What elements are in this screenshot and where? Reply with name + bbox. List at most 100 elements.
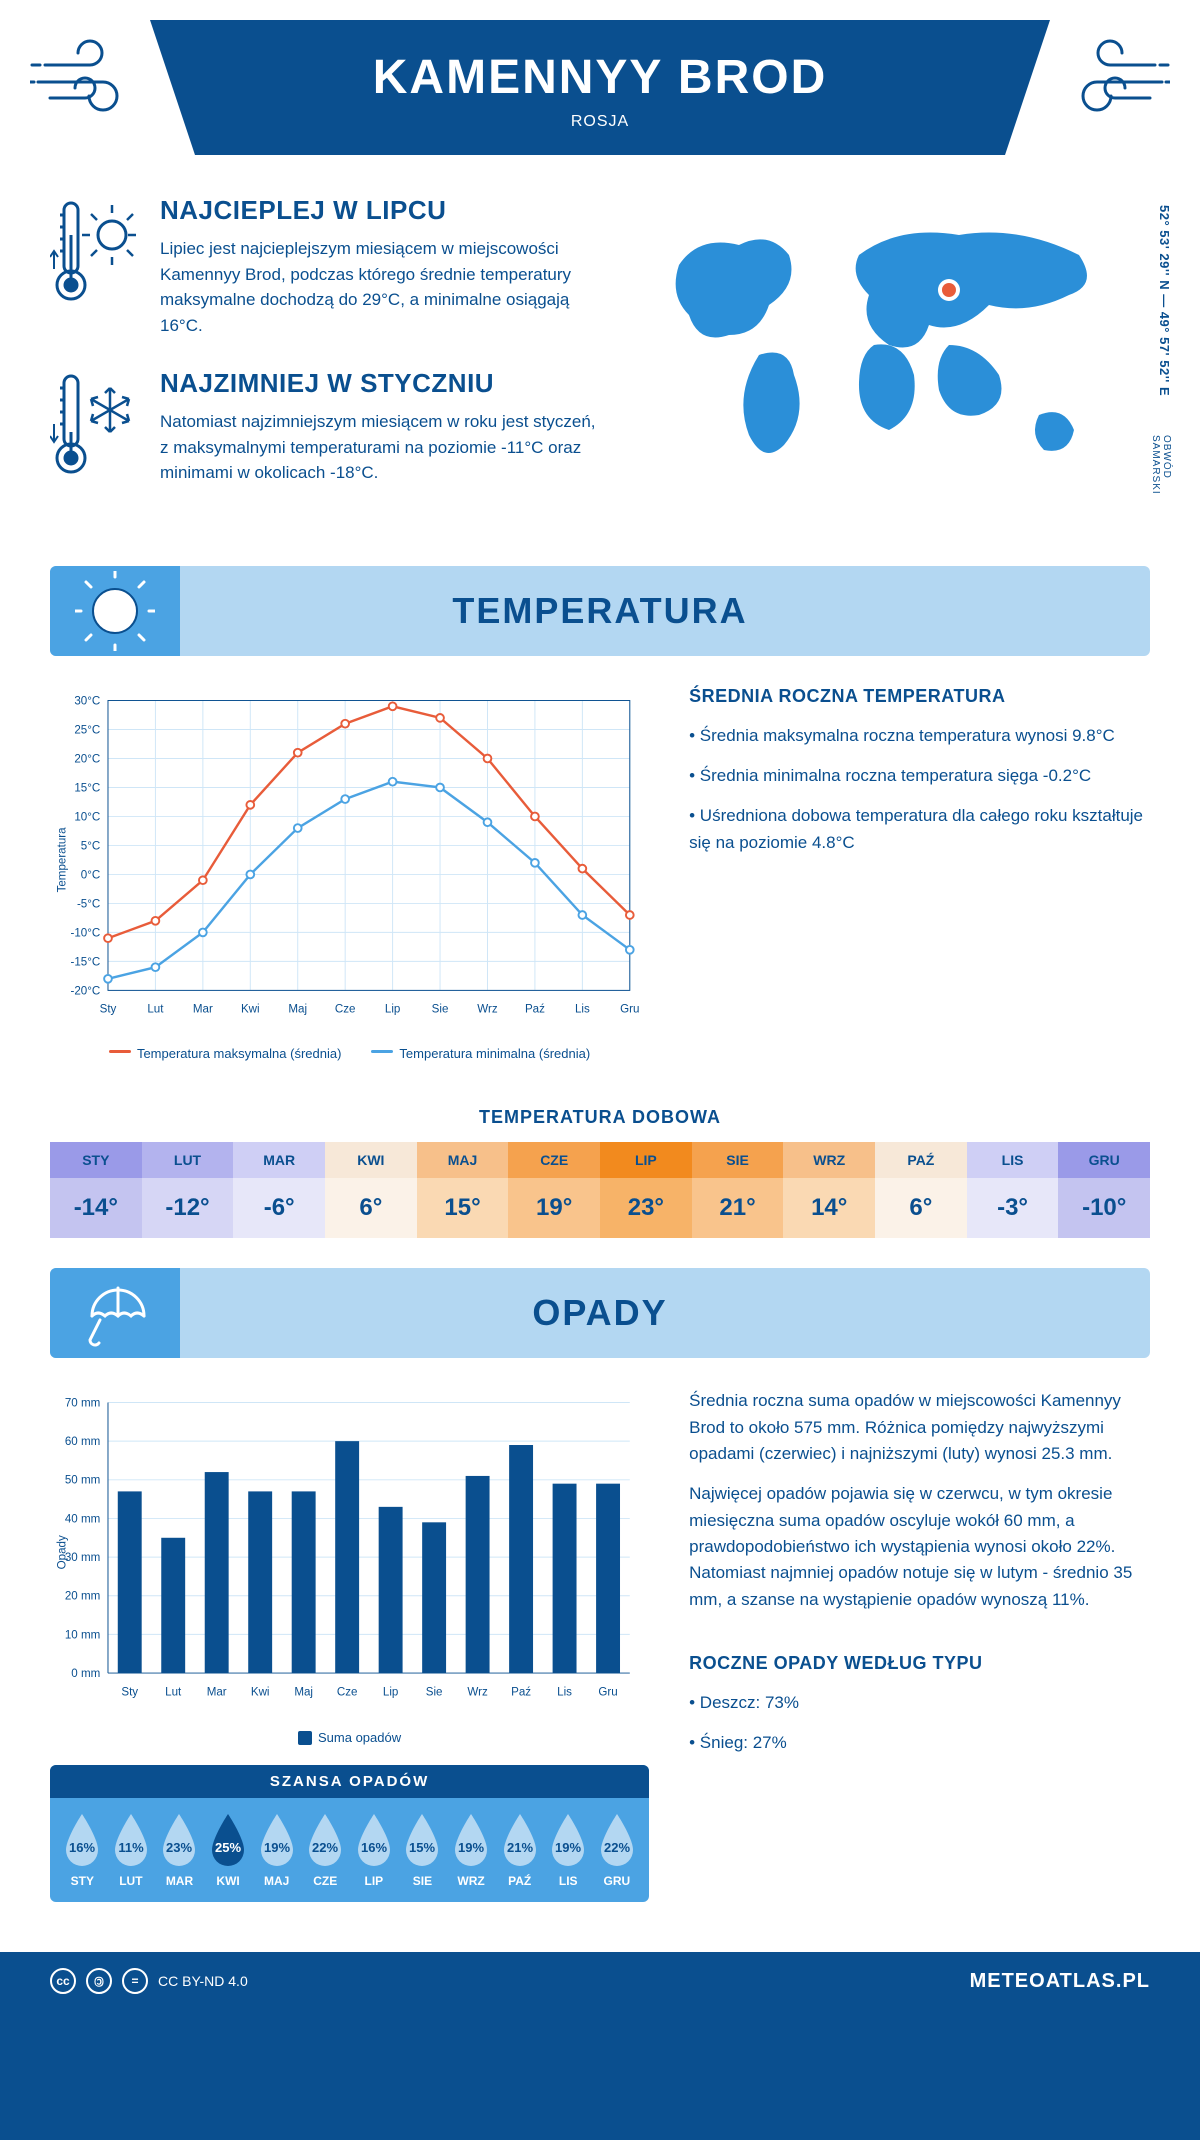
nd-icon: = xyxy=(122,1968,148,1994)
svg-text:Sie: Sie xyxy=(432,1003,449,1015)
svg-text:15%: 15% xyxy=(409,1840,435,1855)
raindrop-icon: 16% xyxy=(60,1812,104,1868)
svg-text:Lis: Lis xyxy=(557,1687,572,1699)
chance-cell: 16% STY xyxy=(58,1812,107,1888)
svg-text:-20°C: -20°C xyxy=(71,985,101,997)
raindrop-icon: 19% xyxy=(255,1812,299,1868)
chance-cell: 19%LIS xyxy=(544,1812,593,1888)
raindrop-icon: 11% xyxy=(109,1812,153,1868)
raindrop-icon: 15% xyxy=(400,1812,444,1868)
svg-text:Opady: Opady xyxy=(56,1535,68,1569)
site-name: METEOATLAS.PL xyxy=(970,1970,1150,1993)
annual-temp-title: ŚREDNIA ROCZNA TEMPERATURA xyxy=(689,686,1150,707)
svg-text:Kwi: Kwi xyxy=(251,1687,270,1699)
daily-temp-cell: CZE19° xyxy=(508,1142,600,1238)
svg-text:Lip: Lip xyxy=(385,1003,400,1015)
svg-text:11%: 11% xyxy=(118,1840,144,1855)
svg-text:5°C: 5°C xyxy=(81,840,100,852)
daily-temp-cell: KWI6° xyxy=(325,1142,417,1238)
chance-month: STY xyxy=(58,1874,107,1888)
svg-text:25%: 25% xyxy=(215,1840,241,1855)
precip-text-col: Średnia roczna suma opadów w miejscowośc… xyxy=(689,1388,1150,1902)
chance-month: LIP xyxy=(350,1874,399,1888)
title-banner: KAMENNYY BROD ROSJA xyxy=(150,20,1050,155)
precip-type-bullet: • Deszcz: 73% xyxy=(689,1690,1150,1716)
precip-legend: Suma opadów xyxy=(50,1730,649,1746)
svg-text:30°C: 30°C xyxy=(74,695,100,707)
annual-temp-bullet: • Średnia maksymalna roczna temperatura … xyxy=(689,723,1150,749)
temp-chart-col: -20°C-15°C-10°C-5°C0°C5°C10°C15°C20°C25°… xyxy=(50,686,649,1062)
chance-month: GRU xyxy=(593,1874,642,1888)
region-label: OBWÓD SAMARSKI xyxy=(1150,435,1172,516)
svg-text:16%: 16% xyxy=(361,1840,387,1855)
page-title: KAMENNYY BROD xyxy=(150,50,1050,105)
svg-text:50 mm: 50 mm xyxy=(65,1475,100,1487)
legend-bar: Suma opadów xyxy=(318,1730,401,1745)
svg-text:Kwi: Kwi xyxy=(241,1003,260,1015)
svg-text:Lis: Lis xyxy=(575,1003,590,1015)
warmest-text: Lipiec jest najcieplejszym miesiącem w m… xyxy=(160,236,598,338)
chance-title: SZANSA OPADÓW xyxy=(50,1765,649,1798)
precip-section-bar: OPADY xyxy=(50,1268,1150,1358)
daily-temp-cell: LIS-3° xyxy=(967,1142,1059,1238)
chance-month: LUT xyxy=(107,1874,156,1888)
precip-chart-col: 0 mm10 mm20 mm30 mm40 mm50 mm60 mm70 mmS… xyxy=(50,1388,649,1902)
svg-text:Sty: Sty xyxy=(121,1687,138,1699)
temp-legend: Temperatura maksymalna (średnia) Tempera… xyxy=(50,1046,649,1061)
daily-temp-cell: MAJ15° xyxy=(417,1142,509,1238)
svg-text:40 mm: 40 mm xyxy=(65,1514,100,1526)
chance-cell: 21%PAŹ xyxy=(495,1812,544,1888)
svg-text:Mar: Mar xyxy=(193,1003,213,1015)
svg-text:Sty: Sty xyxy=(100,1003,117,1015)
svg-text:0 mm: 0 mm xyxy=(71,1668,100,1680)
annual-temp-text: ŚREDNIA ROCZNA TEMPERATURA • Średnia mak… xyxy=(689,686,1150,1062)
raindrop-icon: 19% xyxy=(449,1812,493,1868)
svg-text:-15°C: -15°C xyxy=(71,956,101,968)
svg-text:30 mm: 30 mm xyxy=(65,1552,100,1564)
raindrop-icon: 25% xyxy=(206,1812,250,1868)
raindrop-icon: 23% xyxy=(157,1812,201,1868)
thermometer-sun-icon xyxy=(50,195,140,338)
coldest-block: NAJZIMNIEJ W STYCZNIU Natomiast najzimni… xyxy=(50,368,598,486)
temperature-title: TEMPERATURA xyxy=(452,590,747,632)
annual-temp-bullet: • Średnia minimalna roczna temperatura s… xyxy=(689,763,1150,789)
svg-text:Maj: Maj xyxy=(294,1687,313,1699)
precip-paragraph: Średnia roczna suma opadów w miejscowośc… xyxy=(689,1388,1150,1467)
country-label: ROSJA xyxy=(150,113,1050,131)
thermometer-snow-icon xyxy=(50,368,140,486)
chance-cell: 19%WRZ xyxy=(447,1812,496,1888)
svg-text:Paź: Paź xyxy=(525,1003,545,1015)
chance-cell: 16% LIP xyxy=(350,1812,399,1888)
svg-text:20 mm: 20 mm xyxy=(65,1591,100,1603)
precip-title: OPADY xyxy=(532,1292,667,1334)
raindrop-icon: 19% xyxy=(546,1812,590,1868)
svg-text:19%: 19% xyxy=(264,1840,290,1855)
chance-month: MAR xyxy=(155,1874,204,1888)
svg-text:10°C: 10°C xyxy=(74,811,100,823)
umbrella-icon xyxy=(50,1268,180,1358)
chance-cell: 22%CZE xyxy=(301,1812,350,1888)
legend-min: Temperatura minimalna (średnia) xyxy=(399,1046,590,1061)
precip-content: 0 mm10 mm20 mm30 mm40 mm50 mm60 mm70 mmS… xyxy=(0,1388,1200,1922)
chance-month: KWI xyxy=(204,1874,253,1888)
wind-icon xyxy=(30,30,150,125)
raindrop-icon: 21% xyxy=(498,1812,542,1868)
footer: cc 🄯 = CC BY-ND 4.0 METEOATLAS.PL xyxy=(0,1952,1200,2010)
daily-temp-cell: MAR-6° xyxy=(233,1142,325,1238)
svg-text:Lut: Lut xyxy=(165,1687,182,1699)
chance-cell: 23% MAR xyxy=(155,1812,204,1888)
svg-text:16%: 16% xyxy=(69,1840,95,1855)
daily-temp-cell: GRU-10° xyxy=(1058,1142,1150,1238)
svg-text:60 mm: 60 mm xyxy=(65,1436,100,1448)
svg-text:10 mm: 10 mm xyxy=(65,1630,100,1642)
map-col: 52° 53' 29'' N — 49° 57' 52'' E OBWÓD SA… xyxy=(628,195,1150,516)
coldest-text: Natomiast najzimniejszym miesiącem w rok… xyxy=(160,409,598,486)
header: KAMENNYY BROD ROSJA xyxy=(0,0,1200,155)
temperature-line-chart: -20°C-15°C-10°C-5°C0°C5°C10°C15°C20°C25°… xyxy=(50,686,649,1034)
svg-text:20°C: 20°C xyxy=(74,753,100,765)
svg-text:Sie: Sie xyxy=(426,1687,443,1699)
svg-text:Gru: Gru xyxy=(598,1687,617,1699)
svg-text:15°C: 15°C xyxy=(74,782,100,794)
legend-max: Temperatura maksymalna (średnia) xyxy=(137,1046,341,1061)
chance-cell: 22%GRU xyxy=(593,1812,642,1888)
